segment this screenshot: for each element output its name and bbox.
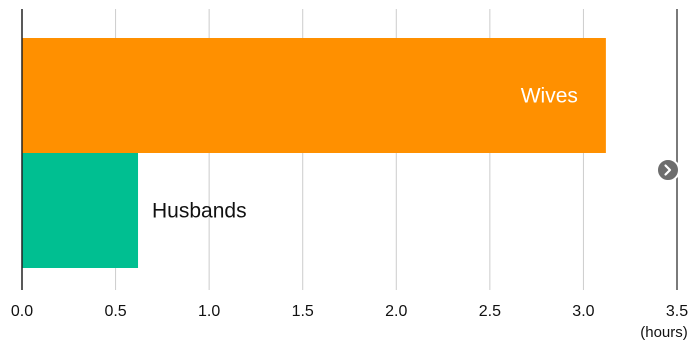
x-unit-label: (hours) [640, 324, 688, 341]
x-tick-labels: 0.0 0.5 1.0 1.5 2.0 2.5 3.0 3.5 [11, 303, 688, 320]
x-tick-label: 2.0 [385, 303, 407, 320]
scroll-right-button[interactable] [656, 158, 680, 182]
bar-label-husbands: Husbands [152, 200, 247, 223]
x-tick-label: 0.5 [104, 303, 126, 320]
bar-label-wives: Wives [521, 85, 578, 108]
x-tick-label: 3.0 [572, 303, 594, 320]
x-tick-label: 2.5 [479, 303, 501, 320]
x-tick-label: 0.0 [11, 303, 33, 320]
bar-wives [22, 38, 606, 153]
x-tick-label: 1.0 [198, 303, 220, 320]
x-tick-label: 1.5 [292, 303, 314, 320]
bar-husbands [22, 153, 139, 268]
bars: Wives Husbands [22, 38, 606, 268]
chevron-right-icon [664, 164, 672, 176]
x-tick-label: 3.5 [666, 303, 688, 320]
